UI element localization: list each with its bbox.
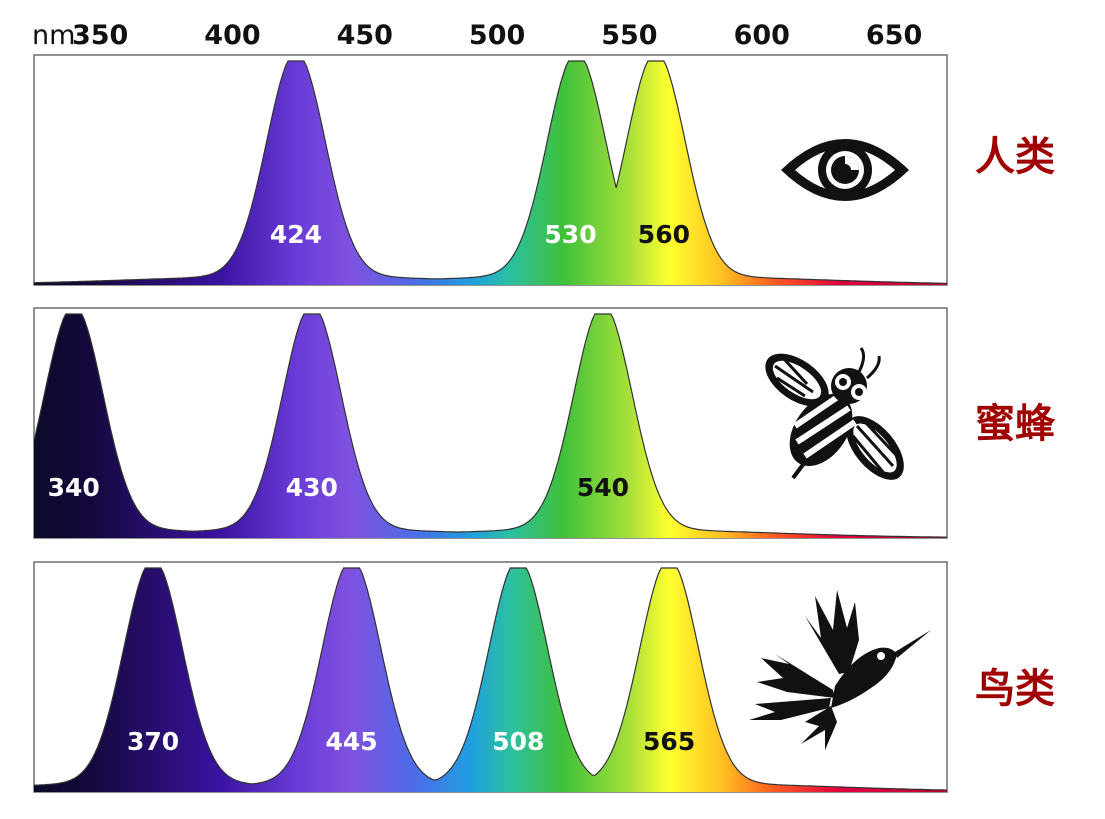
axis-tick-label: 400 [204, 20, 260, 51]
human-sensitivity-curve [34, 61, 947, 285]
peak-label: 445 [325, 727, 377, 756]
wavelength-axis: nm 350 400 450 500 550 600 650 [32, 20, 922, 51]
axis-tick-label: 550 [601, 20, 657, 51]
axis-tick-labels: 350 400 450 500 550 600 650 [72, 20, 922, 51]
bee-panel: 340 430 540 蜜蜂 [33, 307, 1056, 539]
peak-label: 340 [48, 473, 100, 502]
bee-peak-labels: 340 430 540 [48, 473, 629, 502]
peak-label: 508 [492, 727, 544, 756]
peak-label: 370 [127, 727, 179, 756]
hummingbird-icon [749, 590, 931, 750]
bird-label: 鸟类 [975, 665, 1055, 712]
peak-label: 424 [270, 220, 322, 249]
human-panel: 424 530 560 人类 [33, 54, 1055, 286]
human-label: 人类 [975, 133, 1055, 180]
bee-sensitivity-curve [34, 314, 947, 538]
bee-curve-outline [33, 313, 947, 538]
human-curve-outline [33, 60, 947, 284]
peak-label: 540 [577, 473, 629, 502]
axis-tick-label: 350 [72, 20, 128, 51]
axis-unit-label: nm [32, 20, 75, 51]
eye-icon [781, 139, 909, 201]
peak-label: 565 [643, 727, 695, 756]
bird-curve-outline [33, 567, 948, 791]
peak-label: 430 [286, 473, 338, 502]
axis-tick-label: 600 [734, 20, 790, 51]
bee-icon [765, 347, 904, 480]
human-peak-labels: 424 530 560 [270, 220, 690, 249]
axis-tick-label: 650 [866, 20, 922, 51]
bird-panel: 370 445 508 565 鸟类 [33, 561, 1055, 793]
peak-label: 530 [544, 220, 596, 249]
peak-label: 560 [638, 220, 690, 249]
axis-tick-label: 450 [337, 20, 393, 51]
bird-sensitivity-curve [34, 568, 947, 792]
bee-label: 蜜蜂 [975, 400, 1056, 447]
bird-peak-labels: 370 445 508 565 [127, 727, 695, 756]
axis-tick-label: 500 [469, 20, 525, 51]
